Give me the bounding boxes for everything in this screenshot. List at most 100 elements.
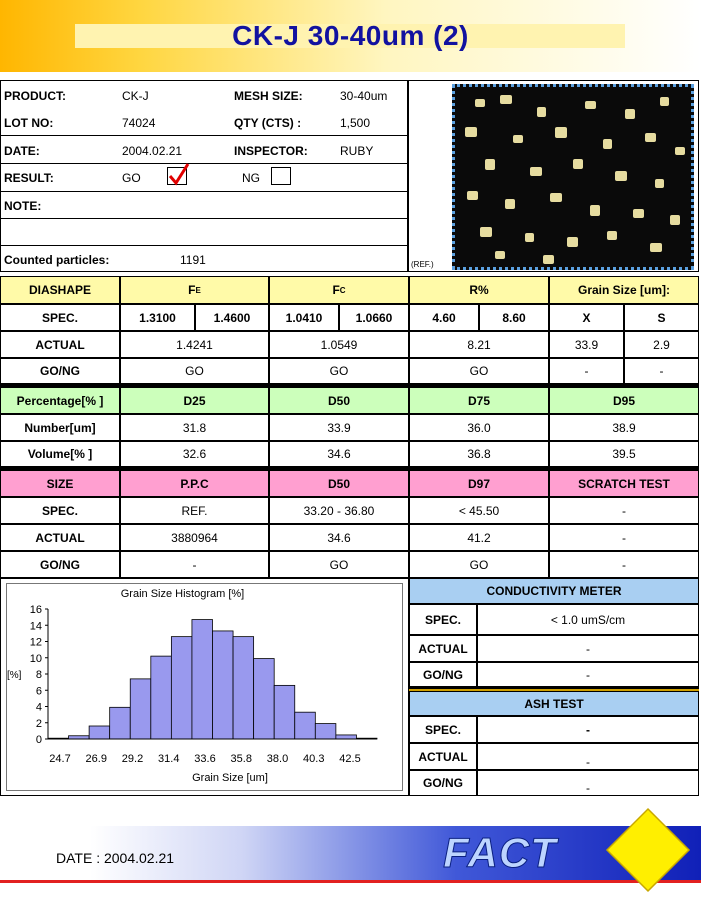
gong-d50: GO — [269, 551, 409, 578]
inspector-value: RUBY — [340, 144, 374, 158]
x-tick-label: 40.3 — [303, 753, 324, 765]
gong-x: - — [549, 358, 624, 384]
x-tick-label: 33.6 — [194, 753, 215, 765]
spec-label: SPEC. — [0, 304, 120, 331]
ash-spec-label: SPEC. — [409, 716, 477, 743]
y-tick-label: 10 — [30, 653, 42, 665]
section-divider — [0, 467, 699, 470]
volume-d95: 39.5 — [549, 441, 699, 467]
d50-header: D50 — [269, 387, 409, 414]
info-divider — [0, 191, 408, 192]
date-value: 2004.02.21 — [122, 144, 183, 158]
number-label: Number[um] — [0, 414, 120, 441]
histogram-panel — [0, 578, 409, 796]
histogram-bar — [170, 636, 193, 740]
r-header: R% — [409, 276, 549, 304]
counted-particles-label: Counted particles: — [4, 253, 110, 267]
mesh-size-value: 30-40um — [340, 89, 388, 103]
x-tick-label: 31.4 — [158, 753, 179, 765]
diashape-header: DIASHAPE — [28, 283, 91, 297]
gong-d97: GO — [409, 551, 549, 578]
size-header: SIZE — [0, 470, 120, 497]
particle-photo — [452, 84, 694, 270]
histogram-bar — [273, 684, 296, 740]
y-tick-label: 0 — [36, 734, 42, 746]
size-gong-label: GO/NG — [0, 551, 120, 578]
histogram-frame — [6, 583, 403, 791]
spec-fc-max: 1.0660 — [339, 304, 409, 331]
info-divider — [0, 245, 408, 246]
conductivity-header: CONDUCTIVITY METER — [409, 578, 699, 604]
d95-header: D95 — [549, 387, 699, 414]
spec-s: S — [624, 304, 699, 331]
d75-header: D75 — [409, 387, 549, 414]
y-tick-label: 4 — [36, 702, 42, 714]
volume-d50: 34.6 — [269, 441, 409, 467]
info-panel — [0, 80, 408, 272]
y-tick-label: 16 — [30, 604, 42, 616]
histogram-bar — [253, 658, 275, 740]
gong-ppc: - — [120, 551, 269, 578]
volume-d75: 36.8 — [409, 441, 549, 467]
qty-label: QTY (CTS) : — [234, 116, 302, 130]
grain-size-histogram: Grain Size Histogram [%] Grain Size [um] [… — [7, 588, 378, 784]
ref-label: (REF.) — [411, 260, 434, 269]
ng-checkbox[interactable] — [271, 167, 291, 185]
mesh-size-label: MESH SIZE: — [234, 89, 303, 103]
go-checkbox[interactable] — [167, 163, 190, 186]
note-label: NOTE: — [4, 199, 42, 213]
y-tick-label: 12 — [30, 637, 42, 649]
actual-d97: 41.2 — [409, 524, 549, 551]
histogram-bar — [191, 619, 213, 740]
scratch-test-header: SCRATCH TEST — [549, 470, 699, 497]
ppc-header: P.P.C — [120, 470, 269, 497]
lot-label: LOT NO: — [4, 116, 54, 130]
actual-ppc: 3880964 — [120, 524, 269, 551]
size-actual-label: ACTUAL — [0, 524, 120, 551]
cond-spec-value: < 1.0 umS/cm — [477, 604, 699, 635]
cond-actual-value: - — [477, 635, 699, 662]
number-d95: 38.9 — [549, 414, 699, 441]
gong-s: - — [624, 358, 699, 384]
gong-fe: GO — [120, 358, 269, 384]
spec-fe-max: 1.4600 — [195, 304, 269, 331]
ash-test-header: ASH TEST — [409, 691, 699, 716]
spec-d97: < 45.50 — [409, 497, 549, 524]
histogram-bar — [109, 706, 131, 740]
section-divider — [409, 689, 699, 691]
counted-particles-value: 1191 — [180, 253, 206, 267]
photo-panel — [408, 80, 699, 272]
actual-scratch: - — [549, 524, 699, 551]
gong-scratch: - — [549, 551, 699, 578]
histogram-xlabel: Grain Size [um] — [192, 772, 268, 784]
ash-gong-label: GO/NG — [409, 770, 477, 796]
spec-d50: 33.20 - 36.80 — [269, 497, 409, 524]
lot-value: 74024 — [122, 116, 156, 130]
product-label: PRODUCT: — [4, 89, 66, 103]
title-band — [75, 24, 625, 48]
product-value: CK-J — [122, 89, 149, 103]
cond-spec-label: SPEC. — [409, 604, 477, 635]
spec-ppc: REF. — [120, 497, 269, 524]
spec-fc-min: 1.0410 — [269, 304, 339, 331]
footer-band — [90, 826, 701, 880]
actual-d50: 34.6 — [269, 524, 409, 551]
percentage-header: Percentage[% ] — [0, 387, 120, 414]
actual-r: 8.21 — [409, 331, 549, 358]
yellow-diamond-icon — [605, 807, 691, 893]
d97-header: D97 — [409, 470, 549, 497]
volume-d25: 32.6 — [120, 441, 269, 467]
histogram-bar — [314, 723, 337, 740]
size-d50-header: D50 — [269, 470, 409, 497]
spec-x: X — [549, 304, 624, 331]
fact-logo: FACT — [443, 829, 557, 877]
inspector-label: INSPECTOR: — [234, 144, 308, 158]
info-divider — [0, 163, 408, 164]
ng-label: NG — [242, 171, 260, 185]
section-divider — [409, 686, 699, 689]
gong-fc: GO — [269, 358, 409, 384]
y-tick-label: 6 — [36, 685, 42, 697]
spec-r-min: 4.60 — [409, 304, 479, 331]
